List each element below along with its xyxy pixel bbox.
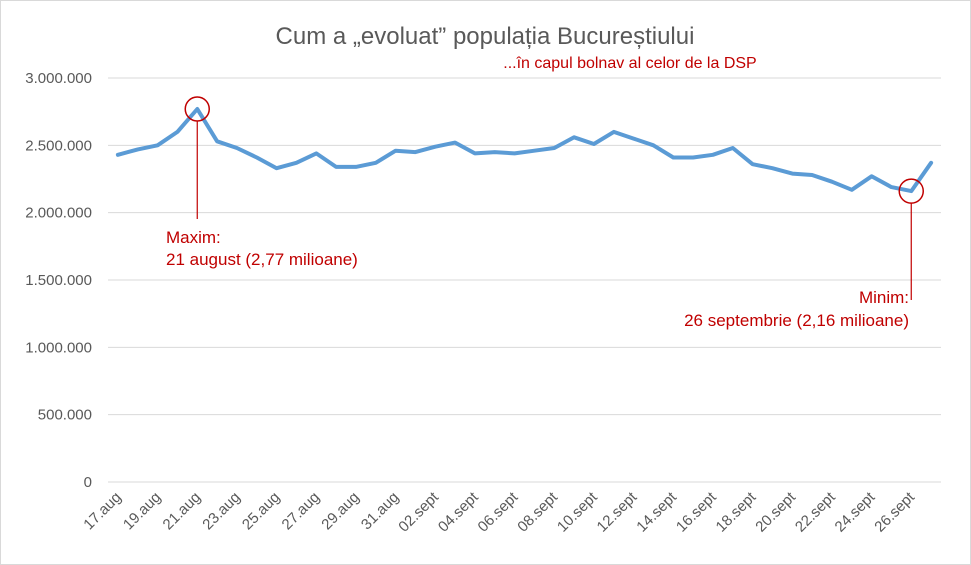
annotations: Maxim: 21 august (2,77 milioane) Minim: 26 … xyxy=(166,96,924,330)
x-tick-label: 22.sept xyxy=(792,488,839,535)
max-label-title: Maxim: xyxy=(166,228,221,247)
x-tick-label: 17.aug xyxy=(80,489,124,533)
x-axis-ticks: 17.aug19.aug21.aug23.aug25.aug27.aug29.a… xyxy=(80,488,918,535)
x-tick-label: 19.aug xyxy=(120,489,164,533)
y-tick-label: 1.000.000 xyxy=(25,339,92,356)
x-tick-label: 23.aug xyxy=(199,489,243,533)
y-tick-label: 2.000.000 xyxy=(25,205,92,222)
x-tick-label: 27.aug xyxy=(279,489,323,533)
y-tick-label: 1.500.000 xyxy=(25,272,92,289)
series-layer xyxy=(115,107,934,194)
x-tick-label: 20.sept xyxy=(752,488,799,535)
x-tick-label: 25.aug xyxy=(239,489,283,533)
y-axis-ticks: 0 500.000 1.000.000 1.500.000 2.000.000 2.500… xyxy=(25,70,92,491)
min-label-detail: 26 septembrie (2,16 milioane) xyxy=(684,311,909,330)
x-tick-label: 02.sept xyxy=(395,488,442,535)
y-tick-label: 2.500.000 xyxy=(25,137,92,154)
min-label-title: Minim: xyxy=(859,288,909,307)
x-tick-label: 18.sept xyxy=(713,488,760,535)
x-tick-label: 29.aug xyxy=(318,489,362,533)
x-tick-label: 24.sept xyxy=(832,488,879,535)
x-tick-label: 14.sept xyxy=(633,488,680,535)
x-tick-label: 26.sept xyxy=(871,488,918,535)
max-label-detail: 21 august (2,77 milioane) xyxy=(166,250,358,269)
series-line xyxy=(115,107,934,194)
x-tick-label: 12.sept xyxy=(594,488,641,535)
x-tick-label: 31.aug xyxy=(358,489,402,533)
x-tick-label: 06.sept xyxy=(475,488,522,535)
y-tick-label: 0 xyxy=(84,474,92,491)
chart-title: Cum a „evoluat” populația Bucureștiului xyxy=(276,23,695,50)
y-tick-label: 3.000.000 xyxy=(25,70,92,87)
chart-subtitle: ...în capul bolnav al celor de la DSP xyxy=(503,55,756,72)
x-tick-label: 04.sept xyxy=(435,488,482,535)
gridlines xyxy=(108,77,941,483)
x-tick-label: 21.aug xyxy=(160,489,204,533)
y-tick-label: 500.000 xyxy=(38,407,92,424)
x-tick-label: 16.sept xyxy=(673,488,720,535)
x-tick-label: 08.sept xyxy=(514,488,561,535)
x-tick-label: 10.sept xyxy=(554,488,601,535)
